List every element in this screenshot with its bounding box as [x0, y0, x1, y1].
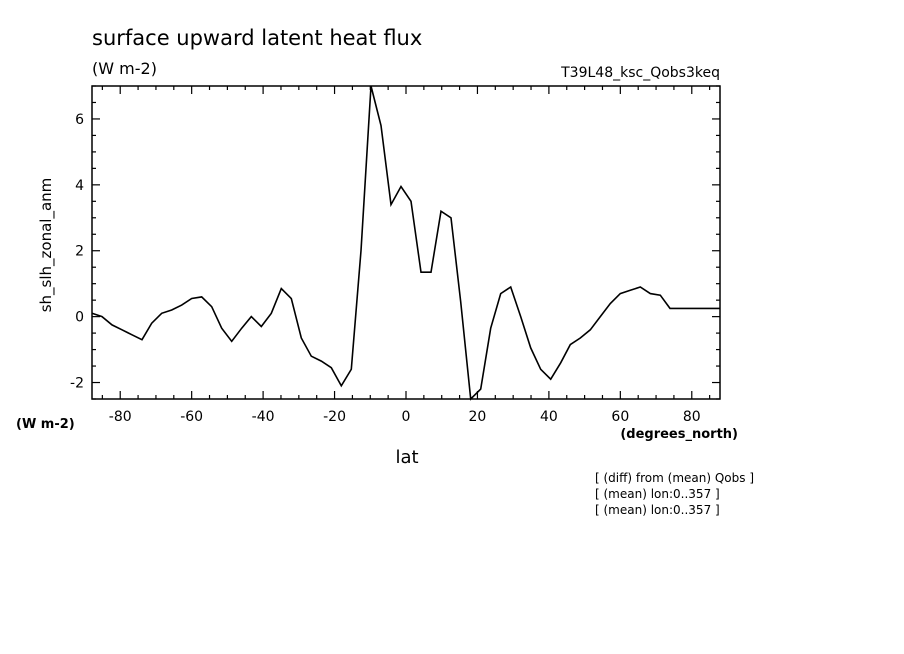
note-1: [ (diff) from (mean) Qobs ]	[595, 471, 754, 485]
y-axis-label: sh_slh_zonal_anm	[37, 178, 56, 313]
note-3: [ (mean) lon:0..357 ]	[595, 503, 720, 517]
x-units-label: (degrees_north)	[620, 427, 738, 442]
y-tick-label: 2	[75, 244, 84, 260]
x-tick-label: 40	[540, 409, 558, 425]
x-axis-label: lat	[395, 447, 418, 468]
y-tick-label: 4	[75, 178, 84, 194]
x-tick-label: -80	[109, 409, 132, 425]
title-units: (W m-2)	[92, 59, 157, 78]
y-tick-label: 6	[75, 112, 84, 128]
y-units-label: (W m-2)	[16, 417, 75, 432]
x-tick-label: 20	[469, 409, 487, 425]
chart-title: surface upward latent heat flux	[92, 26, 422, 50]
note-2: [ (mean) lon:0..357 ]	[595, 487, 720, 501]
x-tick-label: -20	[323, 409, 346, 425]
series-line	[91, 85, 720, 401]
x-tick-label: -60	[180, 409, 203, 425]
run-label: T39L48_ksc_Qobs3keq	[560, 65, 720, 81]
x-tick-label: 80	[683, 409, 701, 425]
y-tick-label: 0	[75, 310, 84, 326]
y-tick-label: -2	[70, 376, 84, 392]
x-tick-label: 60	[611, 409, 629, 425]
x-tick-label: -40	[252, 409, 275, 425]
x-tick-label: 0	[402, 409, 411, 425]
axis-ticks	[92, 85, 720, 400]
plot-frame	[91, 85, 721, 400]
